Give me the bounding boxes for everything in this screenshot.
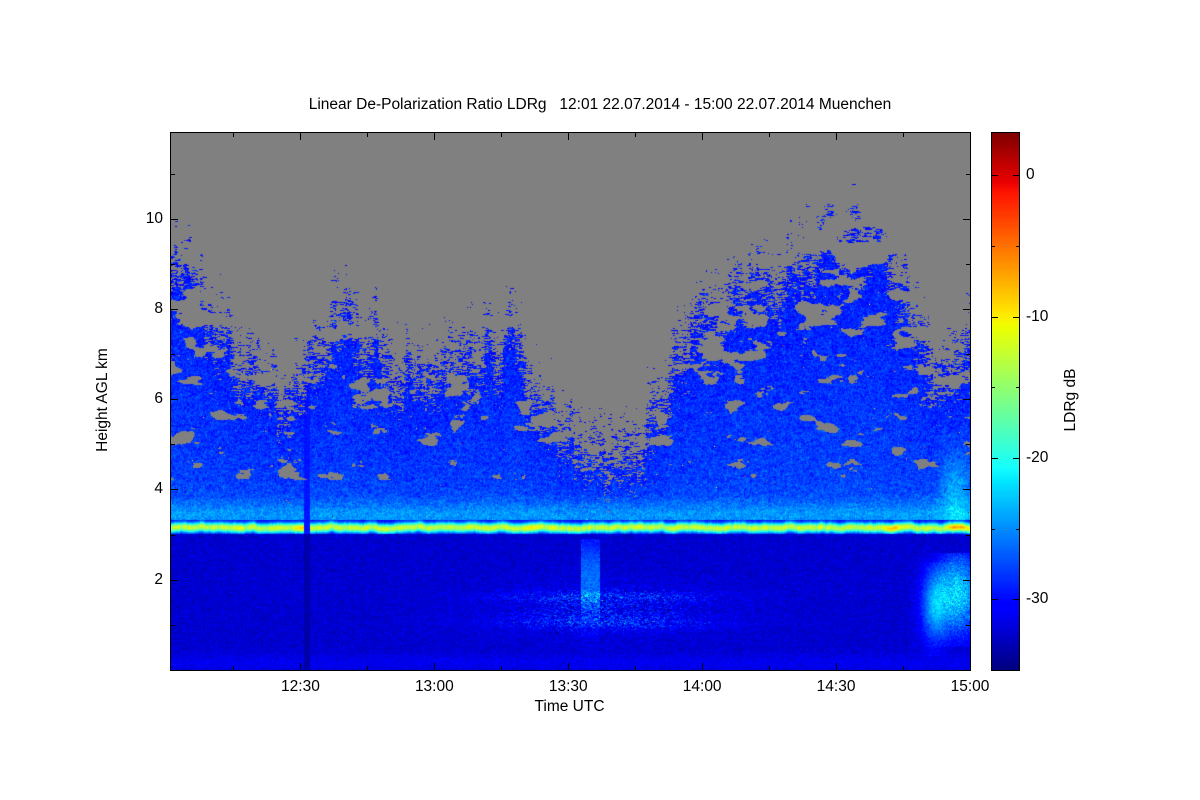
y-tick-major-right bbox=[963, 218, 970, 220]
x-tick-label: 12:30 bbox=[281, 678, 320, 695]
x-tick-major-top bbox=[434, 133, 436, 140]
x-tick-major bbox=[300, 663, 302, 670]
colorbar-tick-major-right bbox=[1013, 316, 1019, 318]
y-tick-minor bbox=[171, 354, 175, 356]
colorbar-tick-major bbox=[992, 458, 998, 460]
x-tick-major-top bbox=[970, 133, 971, 140]
colorbar-tick-minor bbox=[992, 528, 995, 530]
colorbar-tick-major-right bbox=[1013, 599, 1019, 601]
colorbar-tick-minor bbox=[1016, 670, 1019, 671]
x-tick-minor bbox=[233, 666, 235, 670]
y-tick-label: 4 bbox=[154, 480, 163, 498]
x-tick-major bbox=[434, 663, 436, 670]
y-tick-major bbox=[171, 308, 178, 310]
y-tick-minor-right bbox=[966, 624, 970, 626]
y-tick-minor bbox=[171, 263, 175, 265]
x-tick-major-top bbox=[568, 133, 570, 140]
y-tick-major bbox=[171, 399, 178, 401]
colorbar-tick-minor bbox=[992, 670, 995, 671]
colorbar-tick-major-right bbox=[1013, 458, 1019, 460]
x-tick-minor-top bbox=[367, 133, 369, 137]
colorbar-gradient bbox=[992, 133, 1019, 670]
x-tick-minor bbox=[769, 666, 771, 670]
colorbar-tick-major bbox=[992, 316, 998, 318]
x-axis-label: Time UTC bbox=[534, 698, 605, 715]
x-tick-label: 15:00 bbox=[950, 678, 990, 695]
x-tick-minor bbox=[367, 666, 369, 670]
y-tick-minor bbox=[171, 624, 175, 626]
y-tick-major bbox=[171, 489, 178, 491]
y-tick-minor bbox=[171, 173, 175, 175]
x-tick-label: 14:00 bbox=[682, 678, 722, 695]
colorbar[interactable] bbox=[991, 132, 1020, 671]
y-tick-minor-right bbox=[966, 534, 970, 536]
y-tick-minor bbox=[171, 444, 175, 446]
colorbar-tick-label: 0 bbox=[1026, 166, 1035, 184]
colorbar-tick-minor bbox=[1016, 246, 1019, 248]
colorbar-tick-minor bbox=[1016, 387, 1019, 389]
x-tick-minor-top bbox=[903, 133, 905, 137]
page-title: Linear De-Polarization Ratio LDRg 12:01 … bbox=[308, 96, 892, 113]
colorbar-tick-minor bbox=[992, 246, 995, 248]
y-tick-major-right bbox=[963, 579, 970, 581]
x-tick-major bbox=[836, 663, 838, 670]
y-tick-major bbox=[171, 218, 178, 220]
x-tick-label: 14:30 bbox=[816, 678, 856, 695]
x-tick-label: 13:00 bbox=[414, 678, 454, 695]
x-tick-label: 13:30 bbox=[548, 678, 588, 695]
x-tick-minor-top bbox=[501, 133, 503, 137]
colorbar-tick-major bbox=[992, 175, 998, 177]
colorbar-tick-label: -10 bbox=[1026, 307, 1049, 325]
y-tick-label: 8 bbox=[154, 299, 163, 317]
x-tick-minor bbox=[635, 666, 637, 670]
y-tick-minor-right bbox=[966, 444, 970, 446]
y-tick-label: 10 bbox=[145, 209, 163, 227]
x-tick-major-top bbox=[702, 133, 704, 140]
y-tick-label: 2 bbox=[154, 570, 163, 588]
colorbar-tick-major-right bbox=[1013, 175, 1019, 177]
y-tick-major bbox=[171, 579, 178, 581]
x-tick-major bbox=[970, 663, 971, 670]
x-tick-minor-top bbox=[635, 133, 637, 137]
colorbar-label: LDRg dB bbox=[1062, 368, 1079, 432]
y-axis-label: Height AGL km bbox=[94, 348, 111, 452]
colorbar-tick-label: -30 bbox=[1026, 590, 1049, 608]
x-tick-minor bbox=[501, 666, 503, 670]
x-tick-major bbox=[568, 663, 570, 670]
x-tick-minor-top bbox=[233, 133, 235, 137]
y-tick-minor-right bbox=[966, 263, 970, 265]
y-tick-major-right bbox=[963, 308, 970, 310]
y-tick-minor bbox=[171, 534, 175, 536]
x-tick-major-top bbox=[836, 133, 838, 140]
x-tick-minor-top bbox=[769, 133, 771, 137]
colorbar-tick-minor bbox=[1016, 528, 1019, 530]
y-tick-major-right bbox=[963, 399, 970, 401]
colorbar-tick-label: -20 bbox=[1026, 449, 1049, 467]
y-tick-minor-right bbox=[966, 173, 970, 175]
plot-area[interactable] bbox=[170, 132, 971, 671]
x-tick-major-top bbox=[300, 133, 302, 140]
y-tick-major-right bbox=[963, 489, 970, 491]
y-tick-label: 6 bbox=[154, 390, 163, 408]
ldr-heatmap-canvas bbox=[171, 133, 970, 670]
y-tick-minor-right bbox=[966, 354, 970, 356]
colorbar-tick-minor bbox=[992, 387, 995, 389]
colorbar-tick-major bbox=[992, 599, 998, 601]
x-tick-minor bbox=[903, 666, 905, 670]
x-tick-major bbox=[702, 663, 704, 670]
